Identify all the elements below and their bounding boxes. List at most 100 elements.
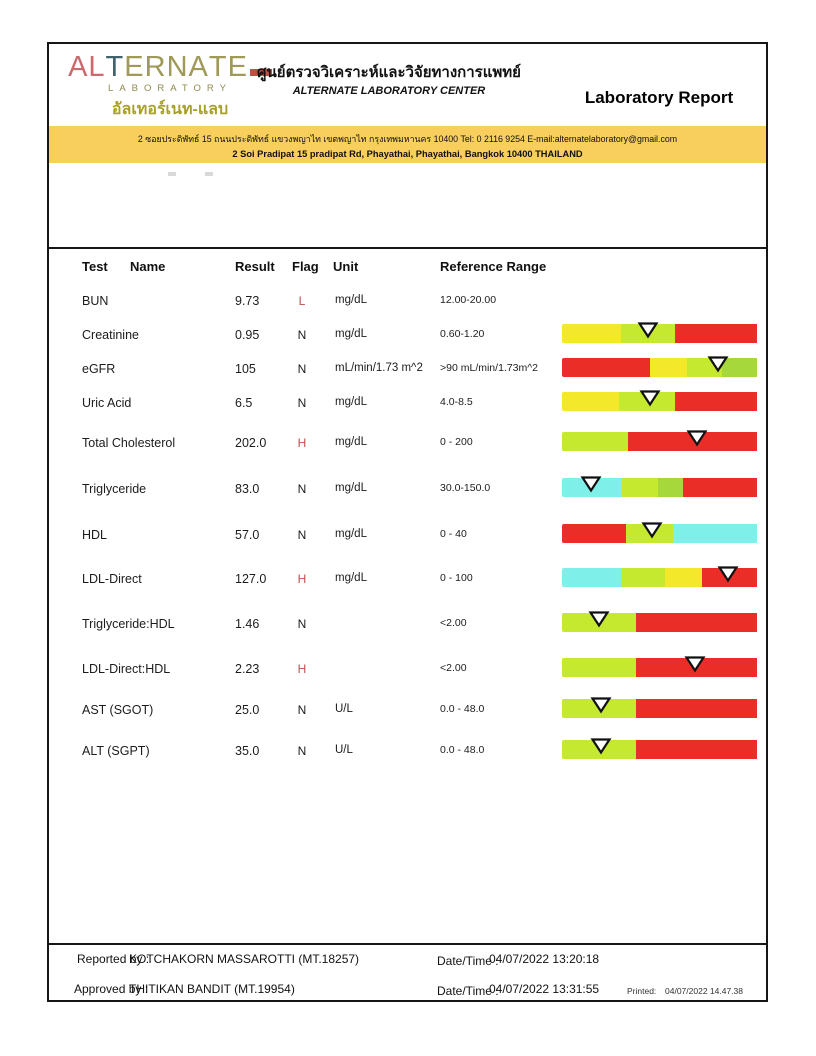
range-segment-red: [628, 432, 757, 451]
result-value: 202.0: [235, 436, 267, 450]
logo-subtitle: LABORATORY: [108, 83, 232, 94]
col-header-unit: Unit: [333, 259, 359, 274]
result-value: 35.0: [235, 744, 260, 758]
range-segment-chartreuse: [620, 568, 666, 587]
range-segment-yellow: [649, 358, 687, 377]
unit-value: U/L: [335, 703, 353, 715]
printed-label: Printed:: [627, 986, 657, 996]
range-segment-red: [562, 358, 650, 377]
printed-datetime: 04/07/2022 14.47.38: [665, 986, 743, 996]
logo-red-block-icon: [249, 69, 272, 76]
reference-range-bar: [562, 655, 757, 677]
result-marker-icon: [684, 655, 706, 673]
logo-letter: T: [208, 51, 228, 83]
approved-datetime-label: Date/Time :: [437, 984, 499, 998]
test-name: Triglyceride: [82, 482, 147, 496]
reference-range-bar: [562, 521, 757, 543]
result-marker-icon: [588, 610, 610, 628]
reference-range: 0.0 - 48.0: [440, 703, 485, 715]
center-subtitle: ALTERNATE LABORATORY CENTER: [292, 85, 486, 97]
flag-value: H: [297, 572, 307, 586]
range-segment-cyan: [673, 524, 757, 543]
result-value: 9.73: [235, 294, 260, 308]
logo-letter: E: [227, 51, 248, 83]
table-row: AST (SGOT) 25.0 N U/L 0.0 - 48.0: [49, 697, 766, 727]
range-segment-red: [562, 524, 627, 543]
approved-by-name: THITIKAN BANDIT (MT.19954): [129, 982, 295, 996]
reference-range-bar: [562, 565, 757, 587]
address-english: 2 Soi Pradipat 15 pradipat Rd, Phayathai…: [232, 149, 583, 159]
test-name: Uric Acid: [82, 396, 132, 410]
logo-letter: T: [105, 51, 125, 83]
reference-range-bar: [562, 321, 757, 343]
logo-letters-host: ALTERNATE: [68, 52, 248, 82]
unit-value: mg/dL: [335, 482, 367, 494]
result-value: 25.0: [235, 703, 260, 717]
result-marker-icon: [637, 321, 659, 339]
test-name: AST (SGOT): [82, 703, 154, 717]
range-segment-red: [675, 392, 757, 411]
flag-value: N: [297, 703, 307, 717]
approved-by-label: Approved by :: [74, 982, 149, 996]
result-marker-icon: [590, 696, 612, 714]
test-name: LDL-Direct: [82, 572, 142, 586]
result-value: 6.5: [235, 396, 253, 410]
reference-range: 0 - 200: [440, 436, 473, 448]
result-marker-icon: [580, 475, 602, 493]
unit-value: mL/min/1.73 m^2: [335, 362, 423, 374]
reference-range: 12.00-20.00: [440, 294, 497, 306]
reported-by-label: Reported by :: [77, 952, 150, 966]
redacted-text-remnant: [205, 172, 213, 176]
address-band: 2 ซอยประดิพัทธ์ 15 ถนนประดิพัทธ์ แขวงพญา…: [49, 126, 766, 163]
reference-range: 0.0 - 48.0: [440, 744, 485, 756]
unit-value: U/L: [335, 744, 353, 756]
reference-range-bar: [562, 696, 757, 718]
range-segment-red: [636, 740, 757, 759]
flag-value: H: [297, 436, 307, 450]
reference-range: 0 - 40: [440, 528, 467, 540]
result-marker-icon: [686, 429, 708, 447]
table-row: Triglyceride:HDL 1.46 N <2.00: [49, 611, 766, 641]
logo-letter: A: [188, 51, 209, 83]
test-name: HDL: [82, 528, 108, 542]
unit-value: mg/dL: [335, 294, 367, 306]
flag-value: N: [297, 744, 307, 758]
result-marker-icon: [717, 565, 739, 583]
document-frame: ALTERNATE LABORATORY อัลเทอร์เนท-แลบ ศูน…: [47, 42, 768, 1002]
reference-range: <2.00: [440, 662, 467, 674]
range-segment-red: [682, 478, 757, 497]
test-name: LDL-Direct:HDL: [82, 662, 171, 676]
range-segment-chartreuse: [562, 658, 637, 677]
redacted-text-remnant: [168, 172, 176, 176]
reference-range: 0 - 100: [440, 572, 473, 584]
table-row: ALT (SGPT) 35.0 N U/L 0.0 - 48.0: [49, 738, 766, 768]
flag-value: L: [298, 294, 306, 308]
header-table-divider: [49, 247, 766, 249]
logo-letter: E: [124, 51, 145, 83]
result-value: 127.0: [235, 572, 267, 586]
range-segment-green: [657, 478, 683, 497]
reference-range-bar: [562, 356, 757, 377]
company-logo: ALTERNATE LABORATORY อัลเทอร์เนท-แลบ: [65, 52, 275, 122]
test-name: ALT (SGPT): [82, 744, 150, 758]
result-marker-icon: [641, 521, 663, 539]
col-header-result: Result: [235, 259, 275, 274]
range-segment-green: [721, 358, 757, 377]
logo-thai-name: อัลเทอร์เนท-แลบ: [111, 101, 229, 118]
center-title-thai: ศูนย์ตรวจวิเคราะห์และวิจัยทางการแพทย์: [257, 64, 521, 81]
reference-range-bar: [562, 390, 757, 411]
reference-range: 4.0-8.5: [440, 396, 473, 408]
col-header-reference: Reference Range: [440, 259, 547, 274]
test-name: Total Cholesterol: [82, 436, 176, 450]
col-header-name: Name: [130, 259, 166, 274]
result-marker-icon: [590, 737, 612, 755]
unit-value: mg/dL: [335, 528, 367, 540]
range-segment-chartreuse: [622, 478, 658, 497]
